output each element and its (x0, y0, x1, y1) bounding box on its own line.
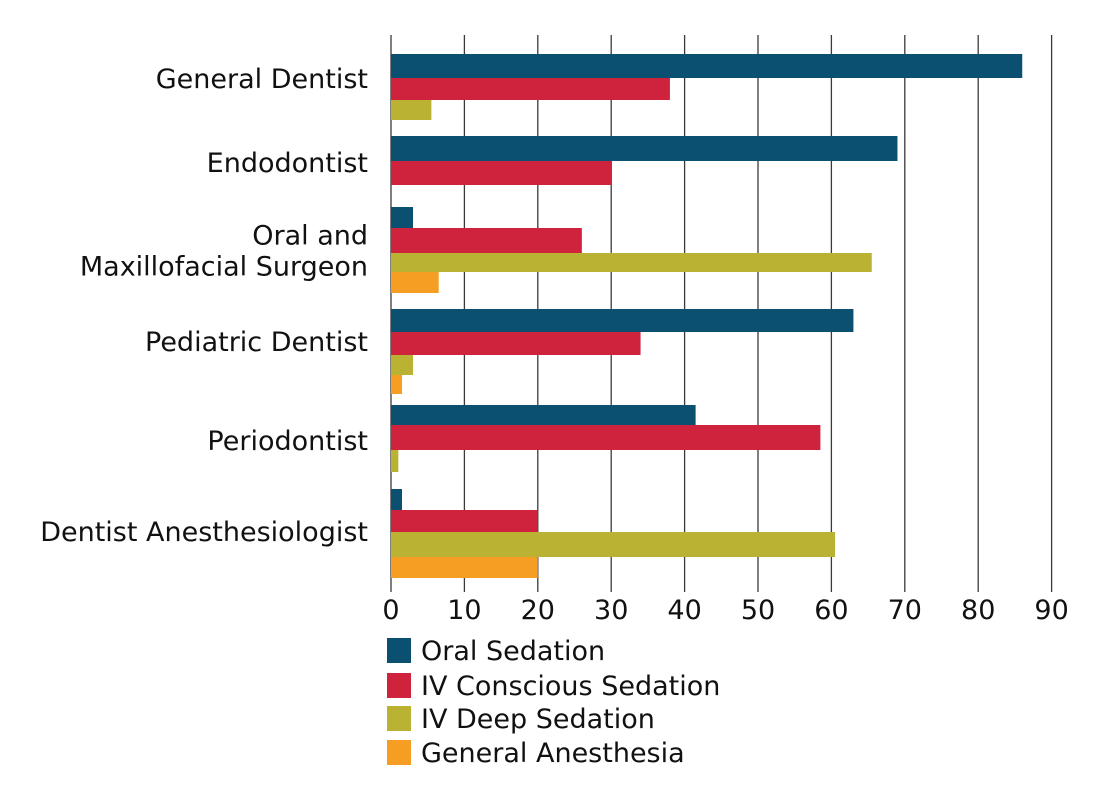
bar (391, 78, 670, 100)
tick-label: 30 (594, 595, 628, 626)
bar (391, 510, 538, 532)
tick-label: 20 (521, 595, 555, 626)
bar (391, 161, 612, 185)
tick-label: 40 (667, 595, 701, 626)
bar (391, 253, 872, 272)
bar (391, 355, 414, 375)
legend-item: Oral Sedation (387, 636, 605, 667)
category-labels: General Dentist Endodontist Oral and Maxil… (40, 64, 368, 548)
category-label: Pediatric Dentist (145, 327, 368, 358)
bar (391, 405, 696, 425)
tick-label: 10 (447, 595, 481, 626)
legend-item: IV Deep Sedation (387, 704, 655, 735)
bar (391, 450, 399, 472)
tick-label: 0 (382, 595, 399, 626)
bar (391, 375, 403, 394)
legend-label: General Anesthesia (421, 738, 685, 769)
category-label: Endodontist (207, 148, 368, 179)
category-label: Periodontist (207, 426, 368, 457)
tick-label: 70 (888, 595, 922, 626)
bar (391, 532, 836, 557)
bar (391, 136, 898, 161)
bar (391, 54, 1023, 78)
bar (391, 425, 821, 450)
tick-label: 80 (961, 595, 995, 626)
legend-swatch (387, 673, 411, 698)
tick-label: 90 (1034, 595, 1068, 626)
bar (391, 557, 538, 578)
bar (391, 100, 432, 120)
bars (391, 54, 1023, 578)
tick-label: 50 (741, 595, 775, 626)
legend-item: IV Conscious Sedation (387, 671, 720, 702)
legend-item: General Anesthesia (387, 738, 685, 769)
legend-label: Oral Sedation (421, 636, 605, 667)
bar (391, 489, 403, 510)
legend-swatch (387, 638, 411, 663)
category-label: Oral and (252, 221, 368, 252)
bar (391, 272, 439, 293)
legend-swatch (387, 740, 411, 765)
legend-label: IV Deep Sedation (421, 704, 655, 735)
category-label: Maxillofacial Surgeon (80, 252, 368, 283)
category-label: General Dentist (156, 64, 368, 95)
x-axis-ticks: 0 10 20 30 40 50 60 70 80 90 (382, 595, 1068, 626)
bar (391, 309, 854, 332)
legend-swatch (387, 706, 411, 731)
legend-label: IV Conscious Sedation (421, 671, 720, 702)
tick-label: 60 (814, 595, 848, 626)
category-label: Dentist Anesthesiologist (40, 517, 368, 548)
bar (391, 332, 641, 355)
bar (391, 228, 582, 253)
bar (391, 207, 414, 228)
